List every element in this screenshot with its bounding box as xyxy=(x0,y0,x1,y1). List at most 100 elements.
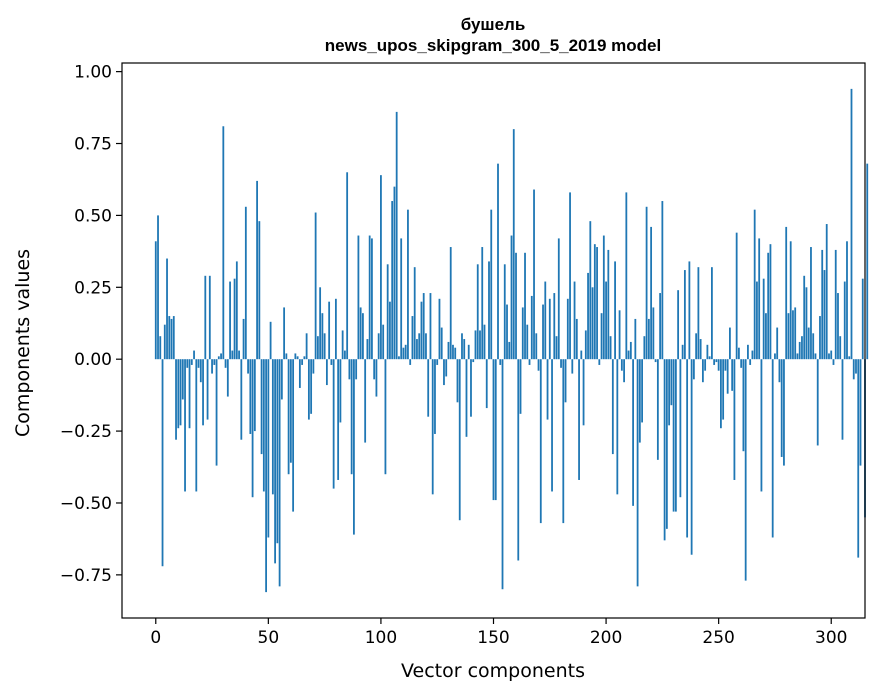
bar-48 xyxy=(262,359,265,492)
bar-151 xyxy=(494,359,497,501)
bar-33 xyxy=(229,281,231,360)
bar-127 xyxy=(440,327,443,360)
bar-210 xyxy=(627,350,630,360)
bar-96 xyxy=(371,238,373,360)
bar-291 xyxy=(810,247,812,360)
bar-32 xyxy=(226,359,229,397)
bar-114 xyxy=(411,316,414,360)
bar-58 xyxy=(285,353,288,360)
x-tick-label: 100 xyxy=(365,628,397,648)
bar-88 xyxy=(353,359,355,535)
bar-156 xyxy=(506,304,508,360)
bar-49 xyxy=(265,359,267,593)
bar-304 xyxy=(839,336,842,360)
bar-308 xyxy=(848,356,851,360)
bar-153 xyxy=(499,359,502,365)
x-axis-ticks: 0 50 100 150 200 250 300 xyxy=(150,618,847,648)
bar-98 xyxy=(375,359,378,397)
bar-89 xyxy=(355,359,358,380)
bar-51 xyxy=(269,321,272,360)
bar-221 xyxy=(652,307,655,360)
bar-60 xyxy=(289,359,292,463)
bar-256 xyxy=(731,359,734,391)
bar-266 xyxy=(753,209,756,360)
bar-234 xyxy=(681,344,684,360)
bar-103 xyxy=(386,264,389,360)
bar-74 xyxy=(321,313,324,360)
bar-297 xyxy=(823,270,826,360)
bar-285 xyxy=(796,353,799,360)
bar-207 xyxy=(620,359,623,371)
bars-group xyxy=(154,88,869,593)
bar-35 xyxy=(233,278,236,360)
bar-138 xyxy=(465,359,468,437)
bar-299 xyxy=(828,353,830,360)
bar-289 xyxy=(805,287,808,360)
bar-136 xyxy=(461,333,463,360)
bar-22 xyxy=(204,275,207,360)
bar-11 xyxy=(179,359,182,426)
bar-196 xyxy=(596,247,598,360)
bar-141 xyxy=(472,359,475,363)
bar-42 xyxy=(249,359,252,434)
bar-257 xyxy=(733,359,736,480)
bar-80 xyxy=(334,298,337,360)
bar-213 xyxy=(634,318,637,360)
bar-64 xyxy=(298,359,301,388)
bar-9 xyxy=(175,359,177,440)
x-axis-label: Vector components xyxy=(401,660,585,682)
bar-122 xyxy=(429,293,432,360)
bar-300 xyxy=(830,350,833,360)
bar-91 xyxy=(359,307,362,360)
bar-18 xyxy=(195,359,198,492)
bar-38 xyxy=(240,359,243,440)
x-tick-label: 150 xyxy=(477,628,509,648)
bar-203 xyxy=(611,359,614,455)
bar-140 xyxy=(470,359,472,417)
bar-190 xyxy=(582,359,585,426)
y-tick-label: 0.50 xyxy=(74,206,112,226)
bar-302 xyxy=(834,249,837,360)
bar-4 xyxy=(163,324,166,360)
bar-268 xyxy=(758,238,761,360)
bar-244 xyxy=(704,359,707,371)
bar-276 xyxy=(776,327,779,360)
bar-67 xyxy=(305,333,308,360)
bar-184 xyxy=(569,192,571,360)
bar-275 xyxy=(774,353,776,360)
bar-192 xyxy=(587,272,589,360)
bar-215 xyxy=(638,359,641,443)
y-tick-label: 0.00 xyxy=(74,350,112,370)
bar-290 xyxy=(807,327,810,360)
bar-193 xyxy=(589,221,592,360)
bar-222 xyxy=(654,359,657,363)
bar-181 xyxy=(562,359,565,524)
bar-101 xyxy=(382,324,385,360)
bar-284 xyxy=(794,307,797,360)
bar-313 xyxy=(859,359,862,466)
bar-294 xyxy=(816,359,819,446)
bar-45 xyxy=(256,180,258,360)
bar-269 xyxy=(760,359,763,492)
bar-109 xyxy=(400,238,403,360)
bar-251 xyxy=(720,359,722,429)
bar-81 xyxy=(337,359,340,480)
bar-34 xyxy=(231,350,234,360)
bar-305 xyxy=(841,359,844,440)
bar-287 xyxy=(801,336,803,360)
bar-272 xyxy=(767,252,770,360)
plot-frame xyxy=(121,62,866,619)
bar-83 xyxy=(341,330,344,360)
bar-147 xyxy=(485,359,488,409)
bar-161 xyxy=(517,359,520,561)
bar-20 xyxy=(199,359,202,383)
bar-246 xyxy=(708,356,711,360)
bar-243 xyxy=(701,359,704,383)
bar-152 xyxy=(497,163,499,360)
bar-121 xyxy=(427,359,430,417)
bar-95 xyxy=(368,235,371,360)
bar-69 xyxy=(310,359,313,414)
bar-173 xyxy=(544,281,547,360)
bar-295 xyxy=(819,316,821,360)
